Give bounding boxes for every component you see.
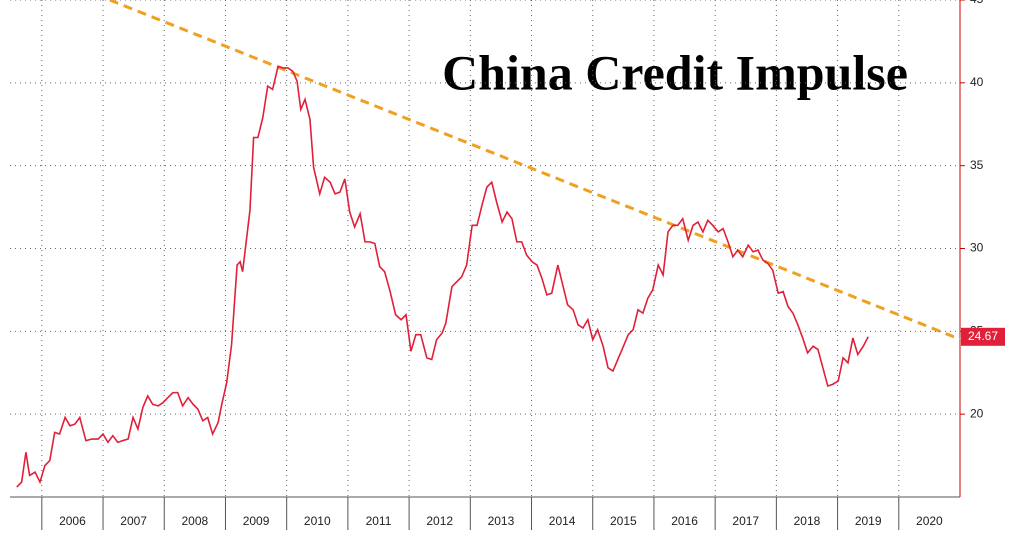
last-value-box bbox=[961, 327, 1005, 346]
y-tick-label: 30 bbox=[970, 241, 984, 255]
x-tick-label: 2009 bbox=[243, 514, 270, 528]
chart-title: China Credit Impulse bbox=[442, 44, 908, 100]
x-tick-label: 2008 bbox=[182, 514, 209, 528]
x-tick-label: 2010 bbox=[304, 514, 331, 528]
x-tick-label: 2014 bbox=[549, 514, 576, 528]
y-tick-label: 40 bbox=[970, 75, 984, 89]
x-tick-label: 2013 bbox=[488, 514, 515, 528]
x-tick-label: 2018 bbox=[794, 514, 821, 528]
x-tick-label: 2007 bbox=[120, 514, 147, 528]
x-tick-label: 2019 bbox=[855, 514, 882, 528]
x-tick-label: 2016 bbox=[671, 514, 698, 528]
y-tick-label: 20 bbox=[970, 406, 984, 420]
x-tick-label: 2017 bbox=[732, 514, 759, 528]
trend-line bbox=[109, 0, 961, 341]
x-tick-label: 2015 bbox=[610, 514, 637, 528]
x-tick-label: 2020 bbox=[916, 514, 943, 528]
y-tick-label: 45 bbox=[970, 0, 984, 6]
x-tick-label: 2011 bbox=[366, 514, 392, 528]
x-tick-label: 2006 bbox=[59, 514, 86, 528]
line bbox=[16, 65, 869, 488]
y-tick-label: 35 bbox=[970, 158, 984, 172]
last-value-label: 24.67 bbox=[968, 329, 998, 343]
x-tick-label: 2012 bbox=[426, 514, 453, 528]
